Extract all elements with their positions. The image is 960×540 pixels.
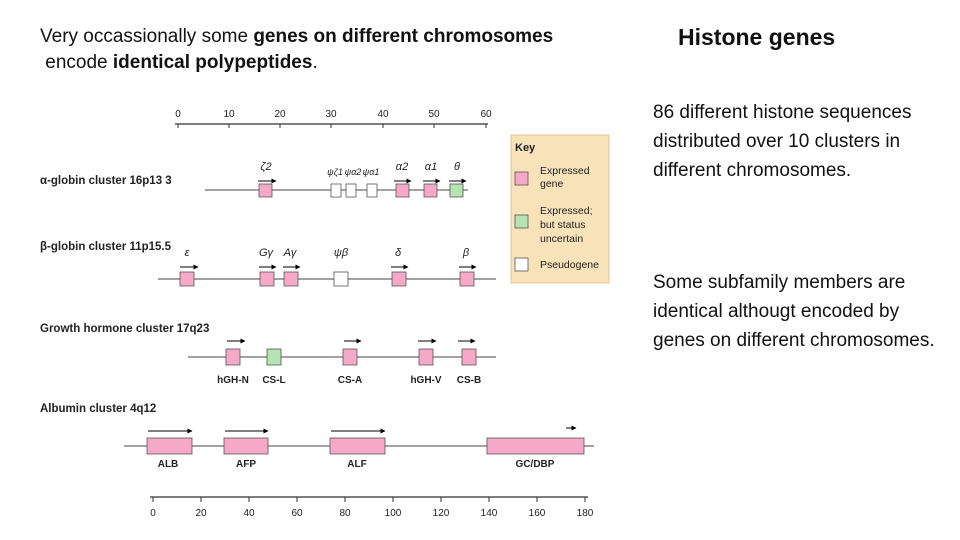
bottom-tick-label: 60: [291, 508, 303, 519]
gene-label: α1: [425, 161, 437, 173]
top-tick-label: 40: [377, 109, 389, 120]
gene-box-expressed: [461, 348, 477, 366]
growth-hormone-label: Growth hormone cluster 17q23: [40, 323, 209, 335]
gene-label: ψζ1: [327, 167, 343, 177]
gene-box-expressed: [418, 348, 434, 366]
albumin-cluster: ALB AFP ALF GC/DBP: [124, 425, 594, 470]
gene-label: α2: [396, 161, 408, 173]
key-swatch-expressed: [514, 171, 529, 186]
bottom-tick-label: 100: [385, 508, 402, 519]
top-tick-label: 60: [480, 109, 492, 120]
gene-box-expressed: [146, 437, 193, 455]
gene-label: hGH-N: [217, 375, 249, 386]
bottom-tick-label: 180: [577, 508, 594, 519]
top-tick-label: 10: [223, 109, 235, 120]
gene-box-expressed: [486, 437, 585, 455]
key-swatch-pseudogene: [514, 257, 529, 272]
bottom-tick-label: 0: [150, 508, 156, 519]
gene-label: ALB: [158, 459, 179, 470]
gene-box-expressed: [223, 437, 269, 455]
gene-label: ψα2: [345, 167, 362, 177]
intro-text: Very occassionally some genes on differe…: [40, 24, 640, 76]
beta-globin-label: β-globin cluster 11p15.5: [40, 241, 172, 253]
gene-cluster-diagram: 0 10 20 30 40 50 60 Key Expressed gene Ex…: [40, 109, 610, 519]
gene-box-expressed: [391, 271, 407, 287]
intro-part3: .: [312, 52, 318, 73]
intro-bold1: genes on different chromosomes: [253, 26, 554, 47]
gene-label: CS-A: [338, 375, 362, 386]
bottom-tick-label: 140: [481, 508, 498, 519]
gene-label: β: [462, 247, 470, 259]
top-tick-label: 30: [325, 109, 337, 120]
gene-box-uncertain: [449, 183, 464, 198]
gene-box-pseudogene: [366, 183, 378, 198]
gene-label: Gγ: [259, 247, 275, 259]
gene-label: hGH-V: [410, 375, 441, 386]
gene-label: CS-B: [457, 375, 481, 386]
growth-hormone-cluster: hGH-N CS-L CS-A hGH-V CS-B: [188, 338, 496, 386]
gene-label: ALF: [347, 459, 366, 470]
top-tick-label: 50: [428, 109, 440, 120]
gene-box-uncertain: [266, 348, 282, 366]
gene-box-pseudogene: [333, 271, 349, 287]
gene-box-expressed: [423, 183, 438, 198]
gene-box-expressed: [258, 183, 273, 198]
gene-label: GC/DBP: [516, 459, 555, 470]
gene-label: θ: [454, 161, 460, 173]
gene-box-expressed: [342, 348, 358, 366]
intro-part1: Very occassionally some: [40, 26, 254, 47]
bottom-tick-label: 40: [243, 508, 255, 519]
histone-title: Histone genes: [678, 24, 836, 50]
top-tick-label: 0: [175, 109, 181, 120]
gene-label: ψα1: [363, 167, 380, 177]
bottom-tick-label: 80: [339, 508, 351, 519]
alpha-globin-cluster: ζ2 ψζ1 ψα2 ψα1 α2 α1 θ: [205, 161, 468, 198]
gene-label: Aγ: [283, 247, 298, 259]
gene-label: ψβ: [334, 247, 349, 259]
gene-box-expressed: [179, 271, 195, 287]
key-label-pseudogene: Pseudogene: [540, 259, 599, 271]
gene-box-pseudogene: [345, 183, 357, 198]
top-tick-label: 20: [274, 109, 286, 120]
gene-box-expressed: [259, 271, 275, 287]
histone-paragraph-1: 86 different histone sequences distribut…: [653, 102, 912, 181]
gene-label: AFP: [236, 459, 256, 470]
histone-paragraph-2: Some subfamily members are identical alt…: [653, 272, 935, 351]
intro-line2: encode identical polypeptides.: [40, 50, 640, 76]
beta-globin-cluster: ε Gγ Aγ ψβ δ β: [158, 247, 496, 287]
gene-label: CS-L: [262, 375, 285, 386]
key-swatch-uncertain: [514, 214, 529, 229]
bottom-tick-label: 160: [529, 508, 546, 519]
bottom-tick-label: 20: [195, 508, 207, 519]
gene-box-expressed: [459, 271, 475, 287]
gene-box-expressed: [395, 183, 410, 198]
key-label-uncertain: Expressed; but status uncertain: [540, 205, 593, 245]
gene-box-expressed: [283, 271, 299, 287]
top-scale-axis: 0 10 20 30 40 50 60: [175, 109, 492, 128]
key-label-expressed: Expressed gene: [540, 165, 590, 190]
intro-bold2: identical polypeptides: [112, 52, 313, 73]
gene-label: ζ2: [260, 161, 271, 173]
gene-box-expressed: [225, 348, 241, 366]
intro-part2: encode: [45, 52, 113, 73]
bottom-scale-axis: 0 20 40 60 80 100 120 140 160 180: [150, 496, 594, 519]
gene-label: ε: [185, 247, 190, 259]
gene-box-pseudogene: [330, 183, 342, 198]
alpha-globin-label: α-globin cluster 16p13 3: [40, 175, 172, 187]
bottom-tick-label: 120: [433, 508, 450, 519]
gene-box-expressed: [329, 437, 386, 455]
key-title: Key: [515, 142, 536, 154]
albumin-label: Albumin cluster 4q12: [40, 403, 156, 415]
gene-label: δ: [395, 247, 402, 259]
legend-key: Key Expressed gene Expressed; but status un…: [510, 134, 610, 284]
